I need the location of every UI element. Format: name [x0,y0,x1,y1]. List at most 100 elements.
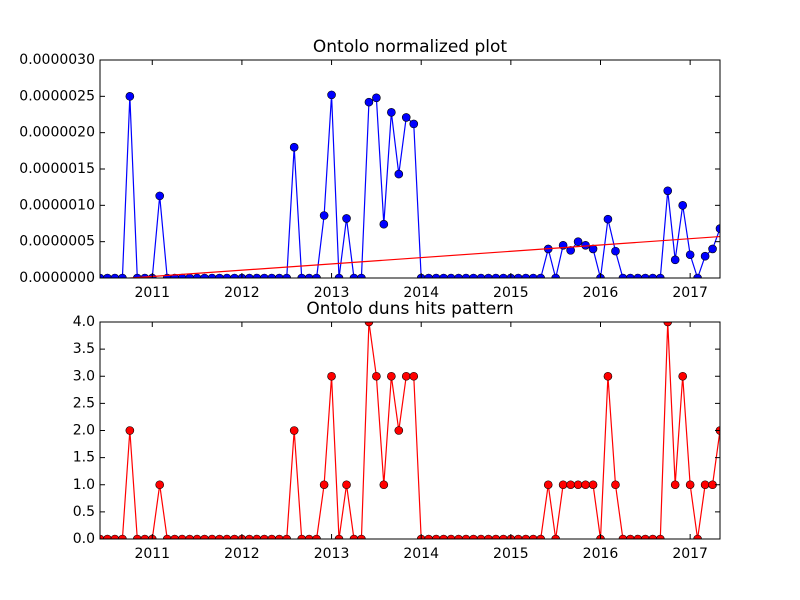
point [461,273,471,278]
point [372,371,381,381]
point [342,214,351,223]
point [618,273,628,278]
point [125,426,135,435]
x-tick-label: 2016 [583,546,619,562]
point [431,273,441,278]
point [536,534,546,539]
point [454,273,463,278]
point [513,273,523,278]
point [446,534,456,539]
point [581,480,590,490]
point [700,480,710,490]
point [100,273,105,278]
point [663,322,673,327]
y-tick-label: 2.0 [73,423,95,439]
x-tick-label: 2015 [493,546,529,562]
point [491,534,501,539]
point [394,169,404,179]
trend-line [122,235,720,278]
point [611,480,620,490]
y-tick-label: 2.5 [73,395,95,411]
point [454,534,463,539]
y-tick-label: 3.5 [73,341,95,357]
point [543,480,553,490]
point [155,191,165,201]
point [215,273,224,278]
point [192,534,202,539]
point [685,480,695,490]
point [513,534,523,539]
y-tick-label: 0.0000010 [19,197,95,213]
y-tick-label: 0.0000030 [19,52,95,68]
point [289,142,299,152]
point [282,273,292,278]
point [693,273,702,278]
plot-area [100,90,720,278]
point [655,273,665,278]
point [274,534,284,539]
point [222,534,232,539]
point [551,534,560,539]
y-tick-label: 0.0000025 [19,88,95,104]
point [349,534,359,539]
point [394,426,404,435]
point [207,534,217,539]
x-tick-label: 2014 [403,546,439,562]
point [103,534,112,539]
point [700,251,710,261]
point [342,480,351,490]
plot-area [100,322,720,539]
point [409,119,419,129]
point [484,273,493,278]
point [252,273,262,278]
y-tick-label: 0.0000005 [19,234,95,250]
point [655,534,665,539]
point [573,237,583,246]
x-tick-label: 2013 [314,285,350,301]
point [641,273,650,278]
point [611,246,620,256]
point [357,273,366,278]
x-tick-label: 2015 [493,285,529,301]
y-tick-label: 0.0000020 [19,125,95,141]
point [327,90,336,100]
chart-title: Ontolo duns hits pattern [306,299,513,319]
point [670,480,680,490]
point [170,534,179,539]
point [521,534,531,539]
point [162,534,172,539]
x-tick-label: 2011 [134,546,170,562]
point [230,273,239,278]
point [327,371,336,381]
x-tick-label: 2012 [224,285,260,301]
point [641,534,650,539]
point [267,273,277,278]
point [424,273,433,278]
point [260,534,269,539]
point [364,322,374,327]
point [245,273,254,278]
point [100,534,105,539]
point [476,534,486,539]
point [379,219,389,229]
y-tick-label: 1.5 [73,450,95,466]
chart-title: Ontolo normalized plot [313,37,508,57]
x-tick-label: 2017 [672,285,708,301]
point [431,534,441,539]
point [626,273,635,278]
y-tick-label: 0.0 [73,531,95,547]
point [387,108,396,117]
point [372,93,381,103]
y-tick-label: 3.0 [73,368,95,384]
point [312,273,321,278]
point [118,273,127,278]
point [469,534,478,539]
point [588,480,598,490]
point [409,371,419,381]
x-tick-label: 2011 [134,285,170,301]
point [215,534,224,539]
point [304,273,314,278]
y-tick-label: 0.0000000 [19,270,95,286]
